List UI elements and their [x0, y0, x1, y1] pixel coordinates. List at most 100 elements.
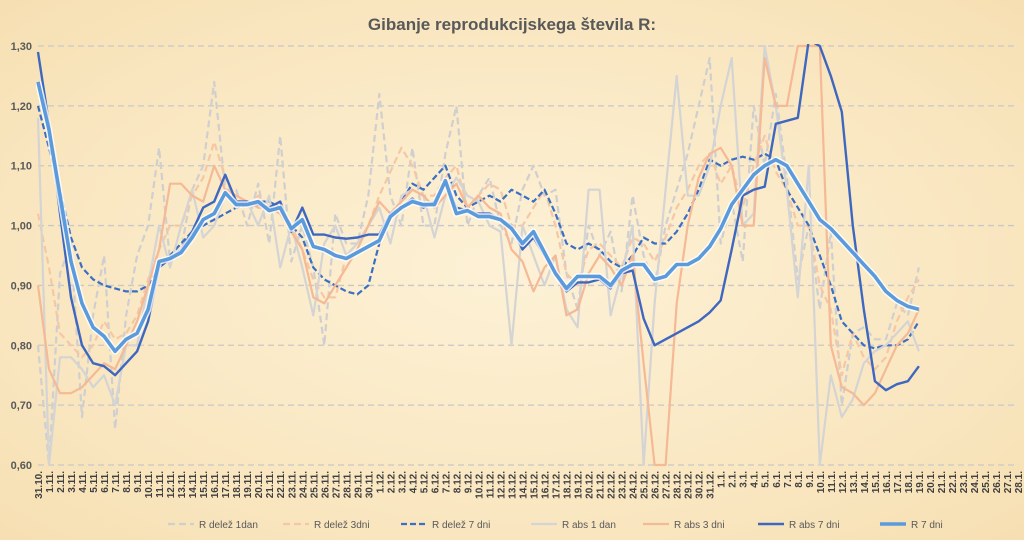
- x-tick-label: 27.1.: [1003, 471, 1014, 493]
- x-tick-label: 9.1.: [805, 471, 816, 488]
- x-tick-label: 16.1.: [882, 471, 893, 493]
- x-tick-label: 22.12.: [607, 471, 618, 499]
- x-tick-label: 20.11.: [254, 471, 265, 498]
- x-tick-label: 14.12.: [518, 471, 529, 499]
- x-axis: 31.10. 1.11. 2.11. 3.11. 4.11. 5.11. 6.11. 7.11…: [34, 471, 1024, 499]
- x-tick-label: 22.11.: [276, 471, 287, 498]
- series-line-6: [36, 81, 920, 354]
- y-tick-label: 0,80: [11, 340, 32, 352]
- x-tick-label: 14.11.: [188, 471, 199, 498]
- x-tick-label: 18.1.: [904, 471, 915, 493]
- x-tick-label: 4.12.: [408, 471, 419, 493]
- x-tick-label: 26.11.: [320, 471, 331, 498]
- x-tick-label: 15.11.: [199, 471, 210, 498]
- series-line-2: [36, 105, 920, 350]
- x-tick-label: 25.1.: [981, 471, 992, 493]
- x-tick-label: 4.11.: [78, 471, 89, 493]
- x-tick-label: 21.11.: [265, 471, 276, 498]
- x-tick-label: 23.1.: [959, 471, 970, 493]
- x-tick-label: 1.1.: [717, 471, 728, 488]
- x-tick-label: 2.1.: [728, 471, 739, 488]
- x-tick-label: 23.11.: [287, 471, 298, 498]
- x-tick-label: 7.12.: [441, 471, 452, 493]
- x-tick-label: 19.11.: [243, 471, 254, 498]
- x-tick-label: 9.12.: [463, 471, 474, 493]
- x-tick-label: 6.12.: [430, 471, 441, 493]
- legend-label: R abs 7 dni: [789, 520, 840, 531]
- x-tick-label: 8.11.: [122, 471, 133, 493]
- y-tick-label: 0,70: [11, 400, 32, 412]
- series-line-4: [36, 44, 920, 467]
- x-tick-label: 15.1.: [871, 471, 882, 493]
- series-line-0: [36, 56, 920, 467]
- y-tick-label: 0,60: [11, 460, 32, 472]
- x-tick-label: 24.12.: [629, 471, 640, 499]
- x-tick-label: 20.12.: [585, 471, 596, 499]
- x-tick-label: 16.11.: [210, 471, 221, 498]
- x-tick-label: 13.1.: [849, 471, 860, 493]
- x-tick-label: 17.11.: [221, 471, 232, 498]
- x-tick-label: 18.12.: [563, 471, 574, 499]
- x-tick-label: 26.12.: [651, 471, 662, 499]
- y-axis: 0,60 0,70 0,80 0,90 1,00 1,10 1,20 1,30: [11, 41, 32, 472]
- x-tick-label: 3.12.: [397, 471, 408, 493]
- x-tick-label: 4.1.: [750, 471, 761, 488]
- x-tick-label: 7.11.: [111, 471, 122, 493]
- x-tick-label: 9.11.: [133, 471, 144, 493]
- y-tick-label: 1,10: [11, 161, 32, 173]
- x-tick-label: 3.11.: [67, 471, 78, 493]
- x-tick-label: 22.1.: [948, 471, 959, 493]
- chart-title: Gibanje reprodukcijskega števila R:: [368, 15, 656, 34]
- x-tick-label: 11.11.: [155, 471, 166, 498]
- y-tick-label: 1,00: [11, 221, 32, 233]
- x-tick-label: 12.11.: [166, 471, 177, 498]
- x-tick-label: 8.12.: [452, 471, 463, 493]
- x-tick-label: 6.11.: [100, 471, 111, 493]
- x-tick-label: 13.12.: [507, 471, 518, 499]
- x-tick-label: 28.1.: [1014, 471, 1024, 493]
- x-tick-label: 12.12.: [496, 471, 507, 499]
- legend-label: R abs 3 dni: [674, 520, 725, 531]
- x-tick-label: 27.11.: [331, 471, 342, 498]
- x-tick-label: 13.11.: [177, 471, 188, 498]
- x-tick-label: 11.12.: [485, 471, 496, 498]
- legend-label: R delež 7 dni: [432, 520, 490, 531]
- x-tick-label: 28.11.: [342, 471, 353, 498]
- x-tick-label: 20.1.: [926, 471, 937, 493]
- x-tick-label: 6.1.: [772, 471, 783, 488]
- x-tick-label: 5.12.: [419, 471, 430, 493]
- legend: R delež 1dan R delež 3dni R delež 7 dni R a…: [168, 520, 943, 531]
- x-tick-label: 27.12.: [662, 471, 673, 499]
- y-tick-label: 1,30: [11, 41, 32, 53]
- x-tick-label: 21.12.: [596, 471, 607, 499]
- y-tick-label: 0,90: [11, 280, 32, 292]
- x-tick-label: 21.1.: [937, 471, 948, 493]
- grid-lines: [38, 45, 1018, 466]
- x-tick-label: 8.1.: [794, 471, 805, 488]
- x-tick-label: 26.1.: [992, 471, 1003, 493]
- x-tick-label: 12.1.: [838, 471, 849, 493]
- x-tick-label: 10.1.: [816, 471, 827, 493]
- x-tick-label: 31.10.: [34, 471, 45, 499]
- x-tick-label: 5.11.: [89, 471, 100, 493]
- x-tick-label: 10.11.: [144, 471, 155, 498]
- legend-label: R delež 1dan: [199, 520, 258, 531]
- x-tick-label: 1.11.: [45, 471, 56, 493]
- x-tick-label: 31.12.: [706, 471, 717, 499]
- x-tick-label: 29.12.: [684, 471, 695, 499]
- x-tick-label: 17.12.: [552, 471, 563, 499]
- x-tick-label: 11.1.: [827, 471, 838, 493]
- x-tick-label: 3.1.: [739, 471, 750, 488]
- legend-label: R delež 3dni: [314, 520, 370, 531]
- x-tick-label: 2.12.: [386, 471, 397, 493]
- x-tick-label: 25.11.: [309, 471, 320, 498]
- x-tick-label: 29.11.: [353, 471, 364, 498]
- x-tick-label: 30.12.: [695, 471, 706, 499]
- x-tick-label: 1.12.: [375, 471, 386, 493]
- x-tick-label: 30.11.: [364, 471, 375, 498]
- x-tick-label: 17.1.: [893, 471, 904, 493]
- x-tick-label: 7.1.: [783, 471, 794, 488]
- x-tick-label: 19.12.: [574, 471, 585, 499]
- x-tick-label: 18.11.: [232, 471, 243, 498]
